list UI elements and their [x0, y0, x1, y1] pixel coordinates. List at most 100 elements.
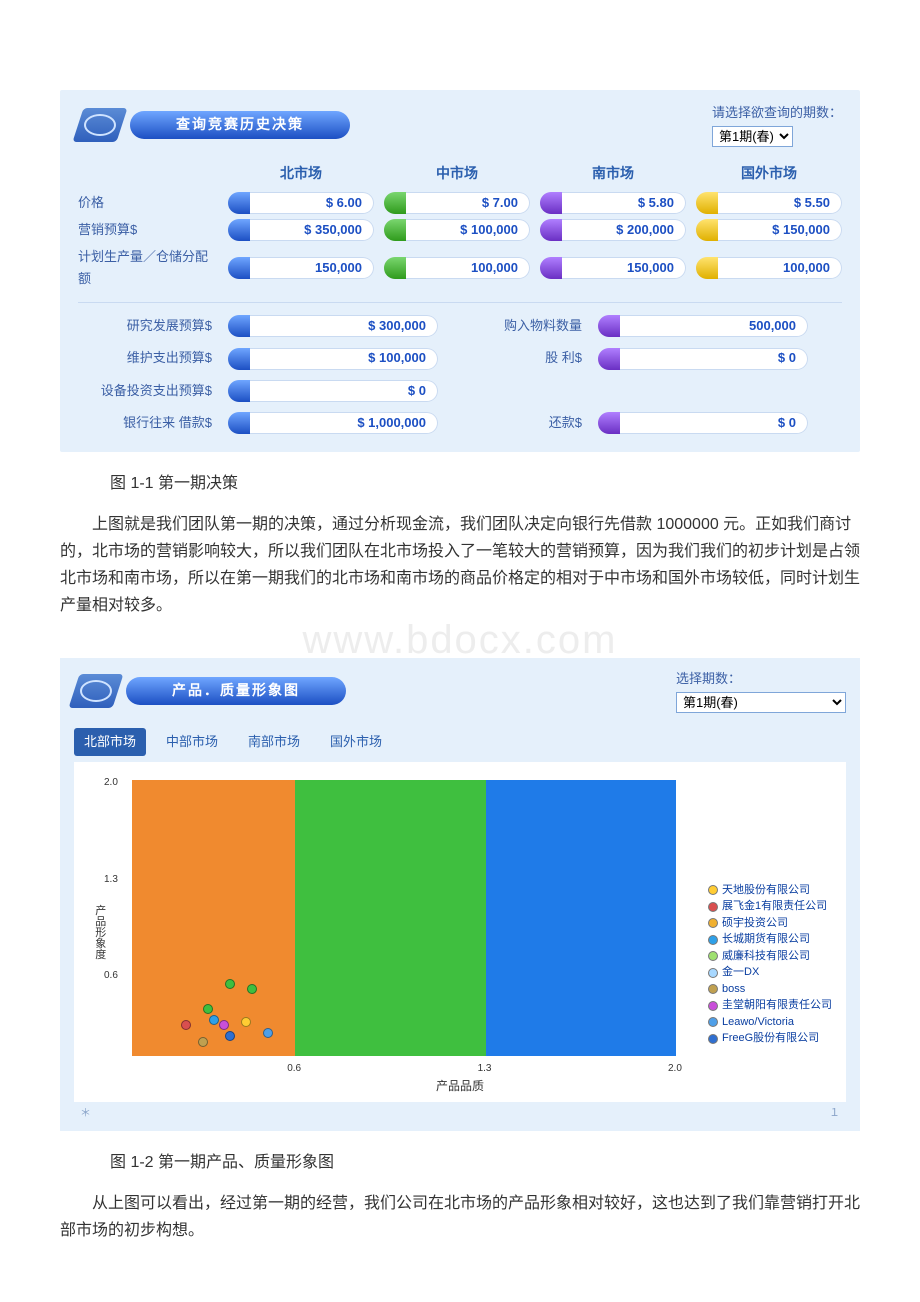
chart-point: [181, 1020, 191, 1030]
value: $ 200,000: [568, 219, 682, 241]
legend-swatch: [708, 1017, 718, 1027]
ytick-label: 2.0: [104, 774, 118, 791]
tab-mid[interactable]: 中部市场: [156, 728, 228, 756]
legend-item: 圭堂朝阳有限责任公司: [708, 997, 832, 1014]
legend-item: 长城期货有限公司: [708, 931, 832, 948]
market-head-3: 国外市场: [696, 162, 842, 186]
value-pill: $ 7.00: [384, 192, 530, 214]
period2-prompt: 选择期数：: [676, 668, 846, 690]
chart-ylabel: 产品形象度: [90, 904, 109, 959]
legend-item: 硕宇投资公司: [708, 915, 832, 932]
value: $ 350,000: [256, 219, 370, 241]
legend-swatch: [708, 1034, 718, 1044]
market-header-row: 北市场 中市场 南市场 国外市场: [78, 162, 842, 186]
chart-legend: 天地股份有限公司展飞金1有限责任公司硕宇投资公司长城期货有限公司威廉科技有限公司…: [708, 882, 832, 1047]
value: $ 5.80: [568, 192, 682, 214]
tab-foreign[interactable]: 国外市场: [320, 728, 392, 756]
decision-panel: 查询竞赛历史决策 请选择欲查询的期数： 第1期(春) 北市场 中市场 南市场 国…: [60, 90, 860, 452]
legend-swatch: [708, 918, 718, 928]
period2-block: 选择期数： 第1期(春): [676, 668, 846, 714]
row-label: 计划生产量／仓储分配额: [78, 246, 218, 290]
legend-item: boss: [708, 981, 832, 998]
value: $ 150,000: [724, 219, 838, 241]
legend-item: 天地股份有限公司: [708, 882, 832, 899]
chart-point: [241, 1017, 251, 1027]
panel1-icon: [72, 108, 127, 142]
chart-panel: 产品．质量形象图 选择期数： 第1期(春) 北部市场 中部市场 南部市场 国外市…: [60, 658, 860, 1131]
legend-item: Leawo/Victoria: [708, 1014, 832, 1031]
chart-band: [295, 780, 485, 1056]
chart-point: [203, 1004, 213, 1014]
div-label: 股 利$: [448, 347, 588, 369]
chart-point: [247, 984, 257, 994]
value: $ 5.50: [724, 192, 838, 214]
panel1-separator: [78, 302, 842, 303]
value: 100,000: [412, 257, 526, 279]
figure2-caption: 图 1-2 第一期产品、质量形象图: [110, 1149, 860, 1176]
panel1-title: 查询竞赛历史决策: [130, 111, 350, 139]
value: $ 100,000: [412, 219, 526, 241]
paragraph2: 从上图可以看出，经过第一期的经营，我们公司在北市场的产品形象相对较好，这也达到了…: [60, 1190, 860, 1244]
legend-swatch: [708, 885, 718, 895]
chart-point: [225, 979, 235, 989]
legend-label: Leawo/Victoria: [722, 1014, 794, 1031]
repay-label: 还款$: [448, 412, 588, 434]
panel2-title: 产品．质量形象图: [126, 677, 346, 705]
repay-value: $ 0: [626, 412, 804, 434]
market-row: 营销预算$ $ 350,000 $ 100,000 $ 200,000 $ 150,00…: [78, 219, 842, 241]
equip-label: 设备投资支出预算$: [78, 380, 218, 402]
maint-value-pill: $ 100,000: [228, 348, 438, 370]
value-pill: 100,000: [384, 257, 530, 279]
bank-value-pill: $ 1,000,000: [228, 412, 438, 434]
value: 150,000: [256, 257, 370, 279]
value-pill: $ 6.00: [228, 192, 374, 214]
legend-swatch: [708, 968, 718, 978]
rd-label: 研究发展预算$: [78, 315, 218, 337]
legend-swatch: [708, 984, 718, 994]
tab-north[interactable]: 北部市场: [74, 728, 146, 756]
bank-label: 银行往来 借款$: [78, 412, 218, 434]
figure1-caption: 图 1-1 第一期决策: [110, 470, 860, 497]
chart-footer-left: ＊: [80, 1104, 91, 1123]
legend-item: 展飞金1有限责任公司: [708, 898, 832, 915]
value-pill: $ 350,000: [228, 219, 374, 241]
market-head-0: 北市场: [228, 162, 374, 186]
period2-select[interactable]: 第1期(春): [676, 692, 846, 713]
legend-swatch: [708, 902, 718, 912]
div-value-pill: $ 0: [598, 348, 808, 370]
tab-south[interactable]: 南部市场: [238, 728, 310, 756]
market-row: 计划生产量／仓储分配额150,000100,000150,000100,000: [78, 246, 842, 290]
chart-point: [263, 1028, 273, 1038]
maint-value: $ 100,000: [256, 347, 434, 369]
panel1-header: 查询竞赛历史决策 请选择欲查询的期数： 第1期(春): [78, 102, 842, 148]
paragraph1: 上图就是我们团队第一期的决策，通过分析现金流，我们团队决定向银行先借款 1000…: [60, 511, 860, 620]
rd-value: $ 300,000: [256, 315, 434, 337]
period-select[interactable]: 第1期(春): [712, 126, 793, 147]
repay-value-pill: $ 0: [598, 412, 808, 434]
ytick-label: 0.6: [104, 967, 118, 984]
row-label: 营销预算$: [78, 219, 218, 241]
legend-label: 威廉科技有限公司: [722, 948, 810, 965]
legend-swatch: [708, 935, 718, 945]
market-tabs: 北部市场 中部市场 南部市场 国外市场: [74, 728, 846, 756]
xtick-label: 2.0: [668, 1060, 682, 1077]
maint-label: 维护支出预算$: [78, 347, 218, 369]
equip-value-pill: $ 0: [228, 380, 438, 402]
chart-footer: ＊ １: [74, 1102, 846, 1123]
equip-value: $ 0: [256, 380, 434, 402]
legend-label: 长城期货有限公司: [722, 931, 810, 948]
mat-value-pill: 500,000: [598, 315, 808, 337]
value: 100,000: [724, 257, 838, 279]
div-value: $ 0: [626, 347, 804, 369]
chart-band: [486, 780, 676, 1056]
market-head-1: 中市场: [384, 162, 530, 186]
legend-item: 金一DX: [708, 964, 832, 981]
value-pill: $ 5.50: [696, 192, 842, 214]
chart-point: [225, 1031, 235, 1041]
chart-point: [198, 1037, 208, 1047]
period-selector-block: 请选择欲查询的期数： 第1期(春): [712, 102, 842, 148]
legend-label: 圭堂朝阳有限责任公司: [722, 997, 832, 1014]
legend-label: boss: [722, 981, 745, 998]
xtick-label: 1.3: [478, 1060, 492, 1077]
value-pill: 150,000: [228, 257, 374, 279]
